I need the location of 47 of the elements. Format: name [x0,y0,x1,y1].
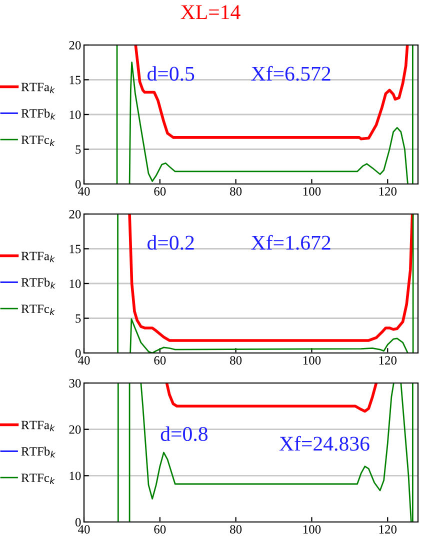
y-tick-label: 20 [69,210,81,218]
y-tick-label: 20 [69,425,81,434]
annotation: d=0.5 [147,66,194,81]
annotation: Xf=6.572 [251,66,330,81]
y-tick-label: 30 [69,379,81,388]
legend-label: RTFb$_{k}$ [21,108,56,120]
y-tick-label: 0 [75,180,81,188]
y-tick-label: 10 [70,280,81,288]
y-tick-label: 0 [75,518,81,526]
y-tick-label: 15 [70,244,81,254]
legend-label: RTFb$_{k}$ [21,446,56,458]
x-tick-label: 40 [78,187,90,196]
x-tick-label: 120 [379,525,397,534]
x-tick-label: 60 [154,356,166,365]
y-tick-label: 0 [75,349,81,358]
chart-title: XL=14 [180,5,240,20]
legend-label: RTFa$_{k}$ [21,420,55,432]
x-tick-label: 80 [230,356,242,365]
y-tick-label: 20 [69,41,81,50]
y-tick-label: 5 [76,314,81,323]
x-tick-label: 120 [379,356,397,365]
x-tick-label: 40 [78,525,90,534]
line-series [165,383,378,413]
legend-label: RTFa$_{k}$ [21,82,55,94]
annotation: d=0.2 [147,235,194,250]
x-tick-label: 80 [230,525,242,534]
legend-label: RTFc$_{k}$ [21,304,55,315]
y-tick-label: 5 [76,145,81,154]
x-tick-label: 60 [154,187,166,196]
legend-label: RTFc$_{k}$ [21,136,55,146]
legend-label: RTFa$_{k}$ [21,252,55,262]
x-tick-label: 100 [303,525,321,534]
x-tick-label: 120 [379,187,397,196]
y-tick-label: 10 [70,472,81,480]
x-tick-label: 40 [78,356,90,365]
x-tick-label: 60 [154,525,166,534]
legend-label: RTFb$_{k}$ [21,278,56,289]
y-tick-label: 15 [70,76,81,84]
legend-label: RTFc$_{k}$ [21,474,55,484]
line-series [134,45,409,140]
x-tick-label: 100 [303,356,321,365]
annotation: d=0.8 [160,426,208,442]
annotation: Xf=1.672 [251,234,330,250]
x-tick-label: 80 [230,187,242,196]
x-tick-label: 100 [303,187,321,196]
y-tick-label: 10 [70,110,81,119]
annotation: Xf=24.836 [279,436,370,451]
